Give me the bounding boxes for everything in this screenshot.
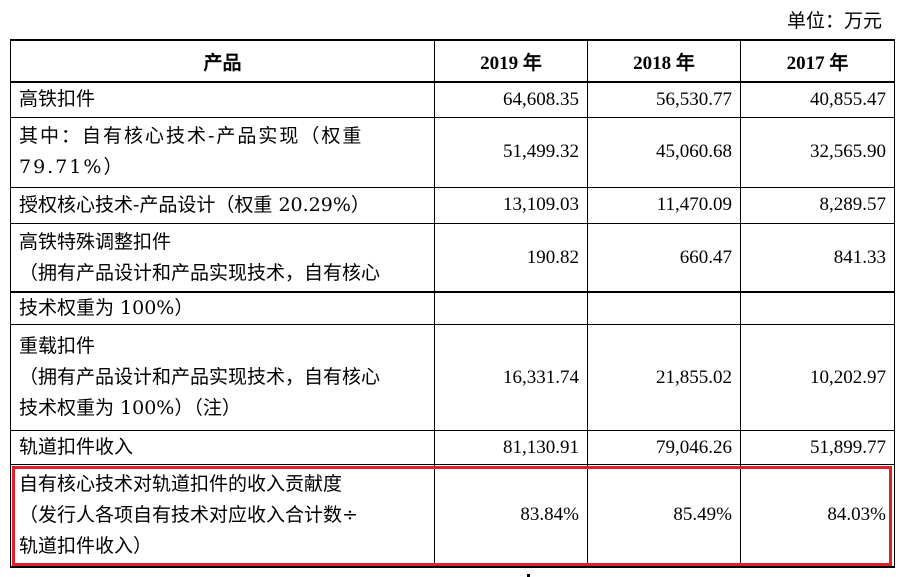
- value-2019: 190.82: [434, 222, 588, 293]
- revenue-table-top: 产品 2019 年 2018 年 2017 年 高铁扣件 64,608.35 5…: [10, 39, 895, 293]
- value-2018: 56,530.77: [587, 81, 741, 118]
- value-2017: 32,565.90: [740, 116, 895, 188]
- value-2019: 64,608.35: [434, 81, 588, 118]
- row-label: 技术权重为 100%）: [10, 291, 435, 325]
- table-row: 高铁特殊调整扣件 （拥有产品设计和产品实现技术，自有核心 190.82 660.4…: [10, 222, 895, 293]
- value-2018: 45,060.68: [587, 116, 741, 188]
- header-2017: 2017 年: [740, 39, 895, 83]
- row-label: 轨道扣件收入: [10, 430, 435, 465]
- table-row: 高铁扣件 64,608.35 56,530.77 40,855.47: [10, 81, 895, 118]
- value-2017: 51,899.77: [740, 430, 895, 465]
- value-2019: 83.84%: [434, 464, 588, 568]
- header-2019: 2019 年: [434, 39, 588, 83]
- header-product: 产品: [10, 39, 435, 83]
- table-row: 技术权重为 100%）: [10, 291, 895, 325]
- value-2018: [587, 291, 741, 325]
- unit-label: 单位：万元: [786, 10, 882, 32]
- value-2017: 84.03%: [740, 464, 895, 568]
- table-row: 自有核心技术对轨道扣件的收入贡献度 （发行人各项自有技术对应收入合计数÷ 轨道扣件收…: [10, 464, 895, 568]
- value-2018: 11,470.09: [587, 186, 741, 224]
- row-label: 高铁扣件: [10, 81, 435, 118]
- page-mark: [527, 574, 530, 577]
- value-2017: 40,855.47: [740, 81, 895, 118]
- value-2019: 16,331.74: [434, 324, 588, 431]
- header-2018: 2018 年: [587, 39, 741, 83]
- value-2017: [740, 291, 895, 325]
- table-row: 其中：自有核心技术-产品实现（权重 79.71%） 51,499.32 45,06…: [10, 116, 895, 188]
- value-2018: 660.47: [587, 222, 741, 293]
- table-row: 重载扣件 （拥有产品设计和产品实现技术，自有核心 技术权重为 100%）（注） 16…: [10, 324, 895, 431]
- value-2017: 841.33: [740, 222, 895, 293]
- row-label: 重载扣件 （拥有产品设计和产品实现技术，自有核心 技术权重为 100%）（注）: [10, 324, 435, 431]
- value-2018: 85.49%: [587, 464, 741, 568]
- value-2017: 10,202.97: [740, 324, 895, 431]
- value-2019: 81,130.91: [434, 430, 588, 465]
- row-label: 其中：自有核心技术-产品实现（权重 79.71%）: [10, 116, 435, 188]
- value-2019: 13,109.03: [434, 186, 588, 224]
- header-row: 产品 2019 年 2018 年 2017 年: [10, 39, 895, 83]
- value-2018: 21,855.02: [587, 324, 741, 431]
- table-row: 授权核心技术-产品设计（权重 20.29%） 13,109.03 11,470.…: [10, 186, 895, 224]
- row-label: 自有核心技术对轨道扣件的收入贡献度 （发行人各项自有技术对应收入合计数÷ 轨道扣件收…: [10, 464, 435, 568]
- value-2019: [434, 291, 588, 325]
- value-2019: 51,499.32: [434, 116, 588, 188]
- revenue-table-bottom: 技术权重为 100%） 重载扣件 （拥有产品设计和产品实现技术，自有核心 技术权重为…: [10, 291, 895, 568]
- value-2018: 79,046.26: [587, 430, 741, 465]
- row-label: 高铁特殊调整扣件 （拥有产品设计和产品实现技术，自有核心: [10, 222, 435, 293]
- value-2017: 8,289.57: [740, 186, 895, 224]
- row-label: 授权核心技术-产品设计（权重 20.29%）: [10, 186, 435, 224]
- table-row: 轨道扣件收入 81,130.91 79,046.26 51,899.77: [10, 430, 895, 465]
